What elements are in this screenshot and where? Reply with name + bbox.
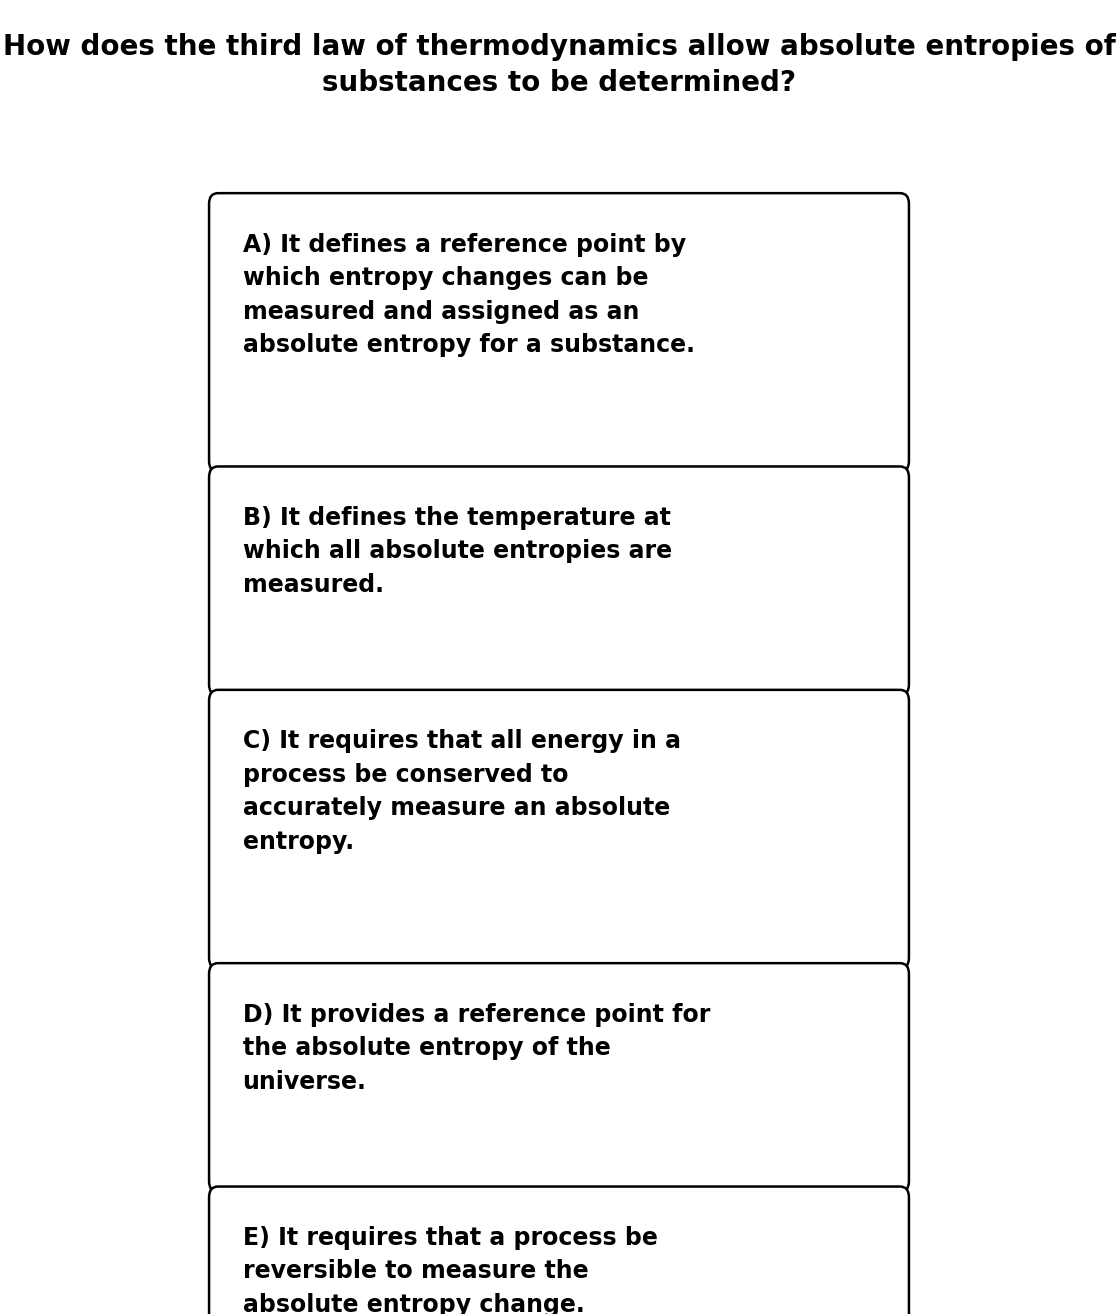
Text: D) It provides a reference point for
the absolute entropy of the
universe.: D) It provides a reference point for the…	[243, 1003, 710, 1093]
Text: B) It defines the temperature at
which all absolute entropies are
measured.: B) It defines the temperature at which a…	[243, 506, 672, 597]
FancyBboxPatch shape	[209, 466, 909, 695]
FancyBboxPatch shape	[209, 1187, 909, 1314]
Text: A) It defines a reference point by
which entropy changes can be
measured and ass: A) It defines a reference point by which…	[243, 233, 694, 357]
FancyBboxPatch shape	[209, 193, 909, 472]
Text: C) It requires that all energy in a
process be conserved to
accurately measure a: C) It requires that all energy in a proc…	[243, 729, 681, 854]
FancyBboxPatch shape	[209, 963, 909, 1192]
FancyBboxPatch shape	[209, 690, 909, 968]
Text: E) It requires that a process be
reversible to measure the
absolute entropy chan: E) It requires that a process be reversi…	[243, 1226, 657, 1314]
Text: How does the third law of thermodynamics allow absolute entropies of
substances : How does the third law of thermodynamics…	[2, 33, 1116, 96]
